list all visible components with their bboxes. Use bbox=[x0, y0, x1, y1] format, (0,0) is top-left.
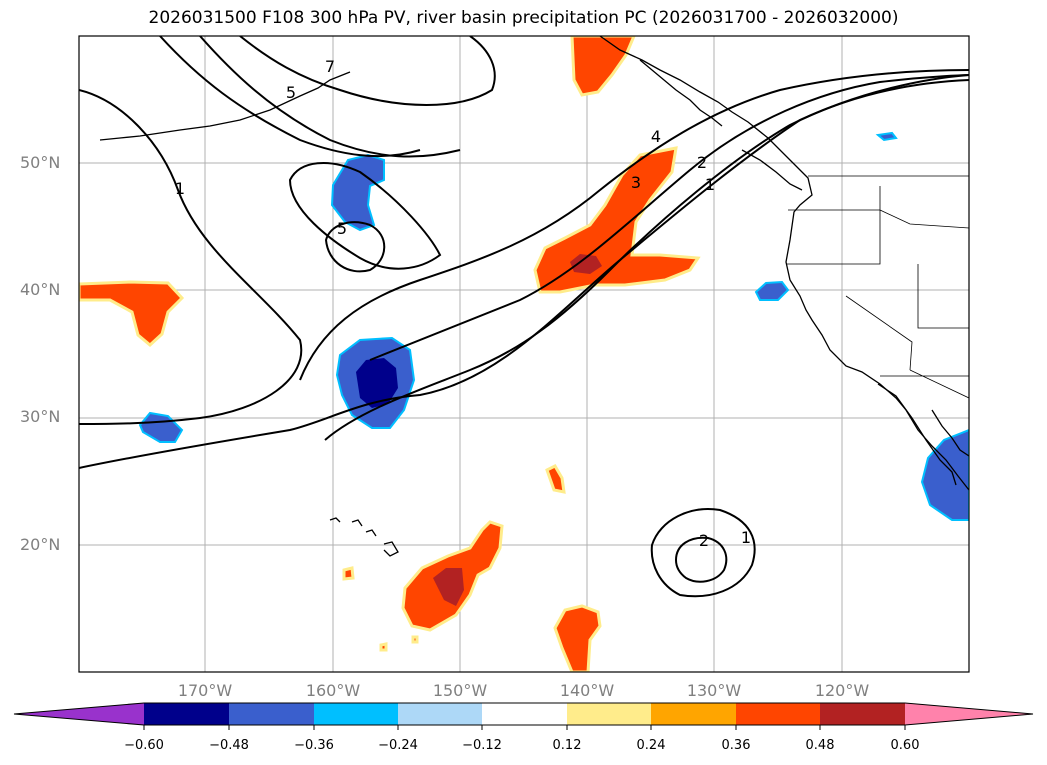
colorbar-tick-label: −0.48 bbox=[209, 738, 249, 753]
positive-region-dateline bbox=[79, 280, 185, 347]
vancouver-island bbox=[741, 149, 803, 191]
lat-label-30n: 30°N bbox=[20, 407, 61, 426]
contour-label-1-low: 1 bbox=[741, 528, 751, 547]
pv-contour-4 bbox=[299, 69, 969, 381]
lon-label-160w: 160°W bbox=[305, 681, 361, 700]
lon-label-140w: 140°W bbox=[559, 681, 615, 700]
map-title: 2026031500 F108 300 hPa PV, river basin … bbox=[148, 8, 899, 28]
positive-region-small-2 bbox=[342, 566, 355, 581]
colorbar-tick-label: −0.36 bbox=[294, 738, 334, 753]
positive-region-pacific-band bbox=[533, 146, 701, 294]
positive-anomaly-regions bbox=[79, 36, 701, 672]
contour-label-5-south: 5 bbox=[337, 219, 347, 238]
colorbar-tick-label: −0.12 bbox=[462, 738, 502, 753]
pv-contour-3 bbox=[369, 74, 969, 361]
strong-positive-core-1 bbox=[570, 254, 602, 274]
pv-contour-5-west bbox=[199, 36, 461, 158]
positive-region-south bbox=[553, 604, 602, 672]
lat-label-20n: 20°N bbox=[20, 535, 61, 554]
contour-label-3: 3 bbox=[631, 173, 641, 192]
contour-label-1-east: 1 bbox=[705, 175, 715, 194]
pv-contour-5-ring bbox=[324, 221, 386, 273]
colorbar-bin-3 bbox=[314, 703, 398, 725]
negative-region-small-1 bbox=[875, 131, 898, 142]
lon-label-120w: 120°W bbox=[814, 681, 870, 700]
pv-contour-1-south bbox=[79, 79, 969, 469]
pv-contour-5-loop bbox=[288, 162, 442, 270]
contour-label-1-west: 1 bbox=[175, 179, 185, 198]
colorbar-bin-9 bbox=[820, 703, 905, 725]
positive-region-alaska-gulf bbox=[570, 36, 636, 97]
contour-label-4: 4 bbox=[651, 127, 661, 146]
contour-label-5: 5 bbox=[286, 83, 296, 102]
map-plot-area: 7 5 4 3 2 1 1 5 2 1 bbox=[79, 36, 969, 672]
pv-contour-2 bbox=[324, 74, 969, 441]
positive-region-small-4 bbox=[411, 635, 419, 644]
colorbar-tick-label: 0.36 bbox=[721, 738, 751, 753]
positive-region-small-1 bbox=[545, 464, 566, 494]
gridlines bbox=[79, 36, 969, 672]
pv-contour-low-ring-1 bbox=[650, 508, 756, 598]
colorbar-bin-4 bbox=[398, 703, 482, 725]
baja-peninsula bbox=[877, 383, 957, 486]
map-frame bbox=[78, 35, 970, 673]
lat-label-40n: 40°N bbox=[20, 280, 61, 299]
colorbar-tick-label: −0.24 bbox=[378, 738, 418, 753]
colorbar-ticks bbox=[143, 725, 906, 730]
strong-positive-cores bbox=[433, 254, 602, 606]
colorbar-tick-label: 0.60 bbox=[890, 738, 920, 753]
colorbar-bin-6 bbox=[567, 703, 651, 725]
colorbar-bin-5 bbox=[482, 703, 567, 725]
state-boundaries bbox=[786, 186, 969, 399]
political-boundaries bbox=[786, 175, 969, 399]
pv-contour-7 bbox=[239, 36, 496, 106]
colorbar-bin-2 bbox=[229, 703, 314, 725]
colorbar-tick-label: 0.12 bbox=[552, 738, 582, 753]
lat-label-50n: 50°N bbox=[20, 153, 61, 172]
gulf-of-california-coast bbox=[931, 409, 969, 457]
negative-region-west bbox=[138, 411, 184, 443]
pv-contour-low-ring-2 bbox=[674, 536, 728, 583]
aleutian-islands bbox=[99, 71, 351, 141]
pv-contours bbox=[79, 36, 969, 598]
colorbar-bin-7 bbox=[651, 703, 736, 725]
pv-contour-1-north bbox=[79, 89, 303, 425]
colorbar-bin-1 bbox=[144, 703, 229, 725]
contour-label-2: 2 bbox=[697, 153, 707, 172]
colorbar bbox=[13, 702, 1034, 730]
pv-contour-high-1 bbox=[159, 36, 421, 158]
colorbar-tick-label: 0.48 bbox=[805, 738, 835, 753]
contour-label-7: 7 bbox=[325, 57, 335, 76]
lon-label-150w: 150°W bbox=[432, 681, 488, 700]
strong-positive-core-2 bbox=[433, 568, 464, 606]
colorbar-bin-8 bbox=[736, 703, 820, 725]
lon-label-170w: 170°W bbox=[177, 681, 233, 700]
lon-label-130w: 130°W bbox=[686, 681, 742, 700]
positive-region-small-3 bbox=[379, 642, 388, 652]
colorbar-tick-label: −0.60 bbox=[124, 738, 164, 753]
negative-region-california bbox=[754, 280, 790, 301]
colorbar-extend-high bbox=[905, 703, 1033, 725]
coastlines bbox=[99, 36, 969, 557]
negative-anomaly-regions bbox=[138, 131, 969, 521]
colorbar-extend-low bbox=[14, 703, 144, 725]
pv-contour-labels: 7 5 4 3 2 1 1 5 2 1 bbox=[175, 57, 751, 550]
alaska-panhandle-islands bbox=[639, 59, 723, 127]
contour-label-2-low: 2 bbox=[699, 531, 709, 550]
negative-region-baja bbox=[920, 428, 969, 521]
hawaiian-islands bbox=[329, 517, 399, 557]
colorbar-tick-label: 0.24 bbox=[636, 738, 666, 753]
strong-negative-core bbox=[356, 358, 398, 408]
